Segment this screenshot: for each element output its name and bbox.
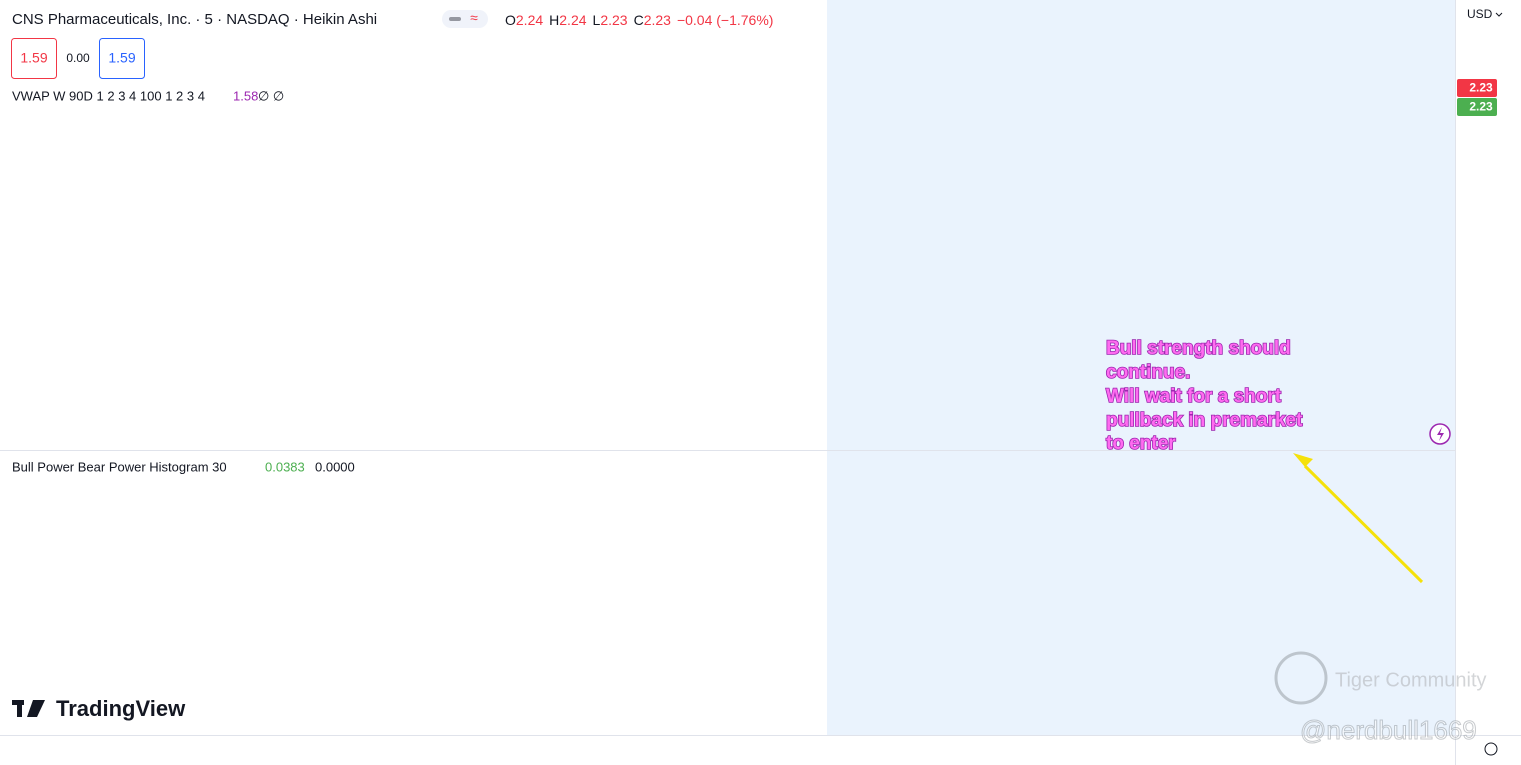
price-tag-text: 2.23 [1469, 100, 1493, 114]
currency-caret [1495, 12, 1503, 17]
annotation-line: pullback in premarket [1106, 410, 1303, 431]
brand-logo [27, 700, 45, 717]
annotation-line: Will wait for a short [1106, 386, 1282, 407]
ohlc-value: 2.24 [559, 12, 586, 28]
watermark-logo [1274, 651, 1328, 705]
pill-icon [449, 17, 461, 21]
alert-bolt [1437, 427, 1444, 441]
watermark: Tiger Community @nerdbull1669 [1274, 651, 1487, 745]
ohlc-o: O [505, 12, 516, 28]
ohlc-legend: O2.24 H2.24 L2.23 C2.23 −0.04 (−1.76%) [505, 12, 773, 28]
brand-logo [17, 700, 22, 717]
sell-button[interactable] [11, 38, 57, 79]
annotation-line: Bull strength should [1106, 338, 1291, 359]
spread: 0.00 [66, 51, 90, 65]
premarket-shade [827, 0, 1455, 735]
settings-icon[interactable] [1484, 742, 1498, 756]
vwap-extra: ∅ ∅ [258, 88, 284, 103]
annotation-line: continue. [1106, 362, 1190, 383]
annotation: Bull strength should continue. Will wait… [1105, 337, 1304, 455]
histogram-value: 0.0000 [315, 459, 355, 474]
ohlc-value: 2.23 [600, 12, 627, 28]
histogram-value: 0.0383 [265, 459, 305, 474]
pill-approx: ≈ [470, 10, 478, 26]
watermark-handle: @nerdbull1669 [1300, 715, 1477, 745]
ohlc-c: C [634, 12, 644, 28]
vwap-value: 1.58 [233, 88, 258, 103]
annotation-line: to enter [1106, 433, 1176, 454]
buy-button[interactable] [99, 38, 145, 79]
currency[interactable]: USD [1467, 7, 1493, 21]
ohlc-change: −0.04 (−1.76%) [677, 12, 774, 28]
ohlc-h: H [549, 12, 559, 28]
annotation-arrow [1303, 464, 1424, 584]
price-tag [1457, 98, 1497, 116]
vwap-legend: VWAP W 90D 1 2 3 4 100 1 2 3 4 [12, 88, 205, 103]
ohlc-value: 2.23 [644, 12, 671, 28]
buy-price: 1.59 [108, 50, 135, 66]
price-tag [1457, 79, 1497, 97]
chart-title: CNS Pharmaceuticals, Inc. · 5 · NASDAQ ·… [12, 11, 377, 28]
ohlc-value: 2.24 [516, 12, 543, 28]
watermark-text: Tiger Community [1335, 669, 1487, 691]
ohlc-l: L [593, 12, 601, 28]
sell-price: 1.59 [20, 50, 47, 66]
indicator-pill[interactable] [442, 10, 488, 28]
price-tag-text: 2.23 [1469, 81, 1493, 95]
brand: TradingView [56, 696, 186, 721]
histogram-legend: Bull Power Bear Power Histogram 30 [12, 459, 227, 474]
arrow-head [1293, 453, 1313, 467]
